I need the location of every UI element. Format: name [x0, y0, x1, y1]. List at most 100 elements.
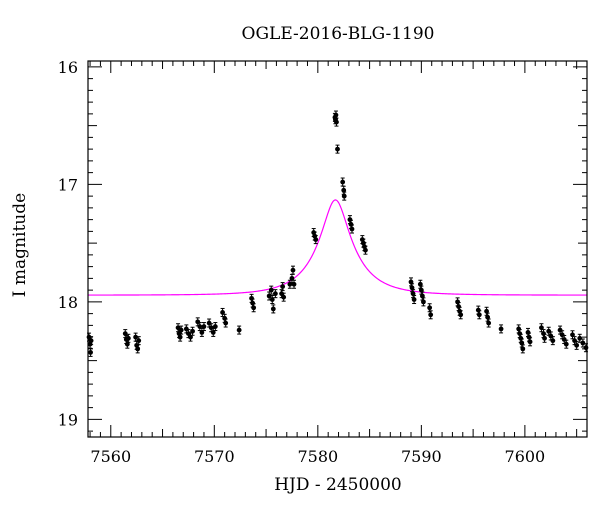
- data-point: [188, 332, 193, 342]
- point-marker: [410, 291, 416, 297]
- data-point: [428, 310, 434, 320]
- data-point: [334, 117, 339, 127]
- point-marker: [177, 334, 183, 340]
- point-marker: [418, 287, 424, 293]
- x-axis-label: HJD - 2450000: [274, 475, 402, 495]
- point-marker: [580, 340, 586, 346]
- point-marker: [280, 284, 286, 289]
- point-marker: [281, 294, 287, 300]
- data-point: [486, 318, 492, 328]
- point-marker: [542, 335, 547, 341]
- data-point: [133, 332, 139, 342]
- point-marker: [456, 304, 462, 309]
- point-marker: [419, 293, 425, 299]
- data-point: [291, 279, 297, 289]
- point-marker: [270, 306, 276, 312]
- point-marker: [136, 338, 142, 344]
- point-marker: [236, 327, 242, 333]
- data-point: [418, 285, 424, 295]
- point-marker: [583, 345, 589, 351]
- data-point: [212, 322, 218, 332]
- point-marker: [279, 291, 284, 297]
- point-marker: [526, 334, 532, 340]
- point-marker: [334, 119, 339, 125]
- point-marker: [486, 320, 492, 326]
- point-marker: [124, 341, 130, 347]
- data-point: [272, 289, 278, 299]
- data-point: [266, 291, 272, 301]
- data-point: [498, 324, 504, 334]
- data-point: [340, 177, 346, 187]
- point-marker: [519, 340, 525, 346]
- data-point: [270, 304, 276, 314]
- point-marker: [178, 327, 184, 333]
- data-point: [419, 291, 425, 301]
- point-marker: [363, 247, 368, 253]
- data-point: [349, 224, 355, 234]
- point-marker: [190, 328, 195, 334]
- chart-title: OGLE-2016-BLG-1190: [242, 24, 435, 44]
- point-marker: [223, 320, 229, 326]
- data-point: [223, 318, 229, 328]
- point-marker: [409, 285, 415, 291]
- data-point: [88, 347, 93, 357]
- data-point: [190, 326, 195, 336]
- y-axis-label: I magnitude: [10, 193, 30, 297]
- data-point: [563, 339, 569, 349]
- data-point: [341, 185, 347, 195]
- point-marker: [125, 335, 131, 341]
- point-marker: [335, 146, 340, 152]
- data-point: [421, 297, 426, 307]
- x-tick-label: 7570: [194, 447, 235, 466]
- point-marker: [476, 312, 482, 318]
- data-point: [313, 235, 319, 245]
- point-marker: [197, 324, 203, 329]
- point-marker: [516, 326, 522, 332]
- y-tick-label: 18: [58, 293, 78, 312]
- point-marker: [201, 324, 207, 329]
- point-marker: [348, 221, 354, 227]
- data-point: [335, 144, 340, 154]
- point-marker: [347, 217, 353, 223]
- point-marker: [289, 275, 295, 281]
- point-marker: [272, 291, 278, 297]
- data-point: [210, 327, 216, 337]
- point-marker: [539, 325, 544, 331]
- model-curve: [87, 199, 587, 296]
- data-point: [280, 282, 286, 292]
- data-point: [484, 306, 489, 316]
- point-marker: [548, 333, 554, 339]
- point-marker: [563, 341, 569, 347]
- data-point: [542, 333, 547, 343]
- point-marker: [266, 293, 272, 299]
- point-marker: [455, 299, 460, 305]
- point-marker: [518, 335, 524, 341]
- data-point: [550, 336, 556, 346]
- point-marker: [520, 346, 526, 352]
- point-marker: [527, 339, 533, 345]
- x-tick-label: 7580: [297, 447, 338, 466]
- data-point: [88, 336, 94, 346]
- point-marker: [498, 326, 504, 332]
- point-marker: [408, 279, 414, 285]
- point-marker: [88, 338, 94, 344]
- plot-frame: [87, 60, 588, 438]
- point-marker: [250, 300, 256, 306]
- data-point: [197, 322, 203, 332]
- data-point: [268, 285, 274, 295]
- point-marker: [269, 297, 275, 302]
- point-marker: [210, 330, 216, 335]
- data-point: [458, 310, 464, 320]
- data-point: [570, 330, 575, 340]
- point-marker: [475, 307, 481, 313]
- point-marker: [541, 331, 546, 336]
- data-point: [220, 307, 225, 317]
- point-marker: [411, 297, 417, 302]
- data-point: [269, 295, 275, 305]
- point-marker: [222, 315, 228, 321]
- point-marker: [287, 281, 293, 287]
- point-marker: [340, 179, 346, 185]
- data-point: [411, 295, 417, 305]
- point-marker: [517, 331, 523, 336]
- point-marker: [186, 331, 191, 336]
